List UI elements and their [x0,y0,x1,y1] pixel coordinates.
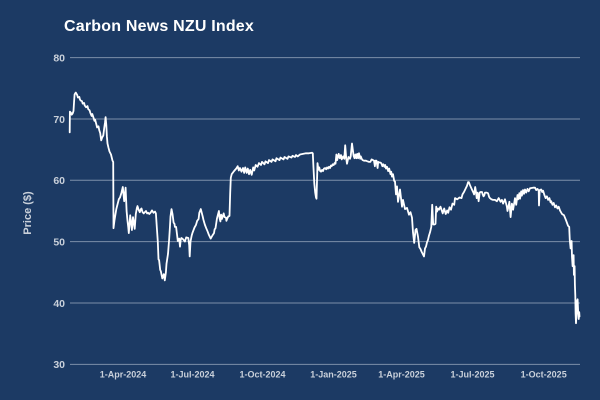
svg-text:Carbon News NZU Index: Carbon News NZU Index [64,18,254,35]
svg-text:Price ($): Price ($) [22,191,34,235]
svg-text:1-Apr-2024: 1-Apr-2024 [100,370,147,380]
svg-text:80: 80 [53,52,65,64]
svg-text:40: 40 [53,298,65,310]
svg-text:1-Oct-2025: 1-Oct-2025 [521,370,567,380]
svg-text:70: 70 [53,114,65,126]
svg-text:1-Jul-2024: 1-Jul-2024 [170,370,214,380]
svg-text:30: 30 [53,359,65,371]
svg-text:1-Jul-2025: 1-Jul-2025 [450,370,494,380]
svg-text:60: 60 [53,175,65,187]
svg-text:1-Oct-2024: 1-Oct-2024 [239,370,285,380]
svg-text:1-Jan-2025: 1-Jan-2025 [310,370,357,380]
svg-text:1-Apr-2025: 1-Apr-2025 [378,370,425,380]
svg-text:50: 50 [53,237,65,249]
